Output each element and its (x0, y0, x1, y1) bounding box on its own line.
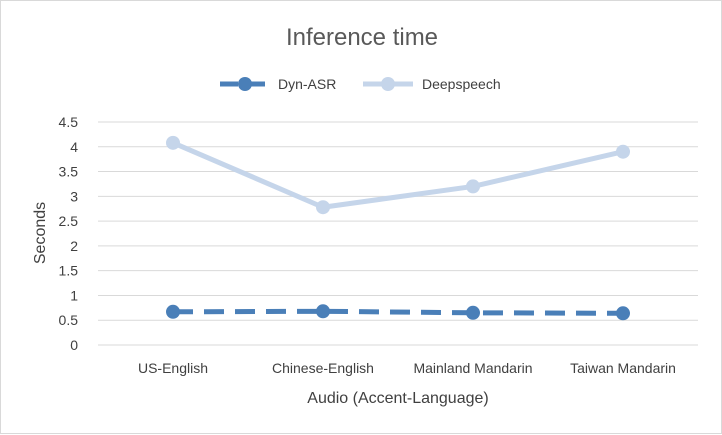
data-point (616, 306, 630, 321)
legend-swatch-marker (238, 77, 252, 91)
y-tick-label: 4.5 (59, 114, 79, 130)
data-point (166, 135, 180, 150)
legend-label: Deepspeech (422, 76, 501, 92)
chart-title: Inference time (286, 24, 438, 51)
y-tick-label: 1.5 (59, 263, 79, 279)
legend-label: Dyn-ASR (278, 76, 336, 92)
x-tick-label: Chinese-English (272, 360, 374, 376)
y-tick-label: 4 (70, 139, 78, 155)
data-point (466, 179, 480, 194)
y-axis-title: Seconds (32, 202, 49, 264)
data-point (316, 200, 330, 215)
x-tick-label: US-English (138, 360, 208, 376)
y-tick-label: 2.5 (59, 213, 79, 229)
series-line (172, 308, 624, 316)
y-tick-label: 0 (70, 337, 78, 353)
y-tick-label: 1 (70, 287, 78, 303)
y-tick-label: 2 (70, 238, 78, 254)
data-point (166, 304, 180, 319)
data-point (316, 304, 330, 319)
gridlines (98, 121, 698, 346)
x-axis-ticks: US-English Chinese-English Mainland Mandar… (138, 360, 676, 376)
legend-swatch-marker (381, 77, 395, 91)
x-tick-label: Taiwan Mandarin (570, 360, 676, 376)
series-group (166, 135, 630, 321)
y-axis-ticks: 0 0.5 1 1.5 2 2.5 3 3.5 4 4.5 (59, 114, 79, 353)
y-tick-label: 3.5 (59, 164, 79, 180)
y-tick-label: 0.5 (59, 312, 79, 328)
x-axis-title: Audio (Accent-Language) (307, 390, 488, 407)
y-tick-label: 3 (70, 188, 78, 204)
data-point (466, 305, 480, 320)
series-dyn-asr (166, 304, 630, 321)
data-point (616, 144, 630, 159)
legend-item: Deepspeech (363, 76, 501, 92)
legend: Dyn-ASR Deepspeech (220, 76, 501, 92)
series-deepspeech (166, 135, 630, 215)
legend-item: Dyn-ASR (220, 76, 336, 92)
series-line (172, 140, 624, 210)
x-tick-label: Mainland Mandarin (413, 360, 532, 376)
